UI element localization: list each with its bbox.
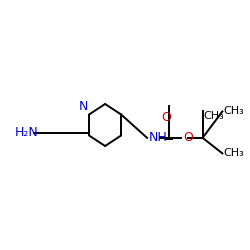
Text: CH₃: CH₃ bbox=[203, 112, 224, 122]
Text: N: N bbox=[79, 100, 88, 112]
Text: CH₃: CH₃ bbox=[223, 106, 244, 117]
Text: NH: NH bbox=[148, 131, 167, 144]
Text: O: O bbox=[162, 112, 171, 124]
Text: O: O bbox=[183, 131, 193, 144]
Text: CH₃: CH₃ bbox=[223, 148, 244, 158]
Text: H₂N: H₂N bbox=[15, 126, 39, 140]
